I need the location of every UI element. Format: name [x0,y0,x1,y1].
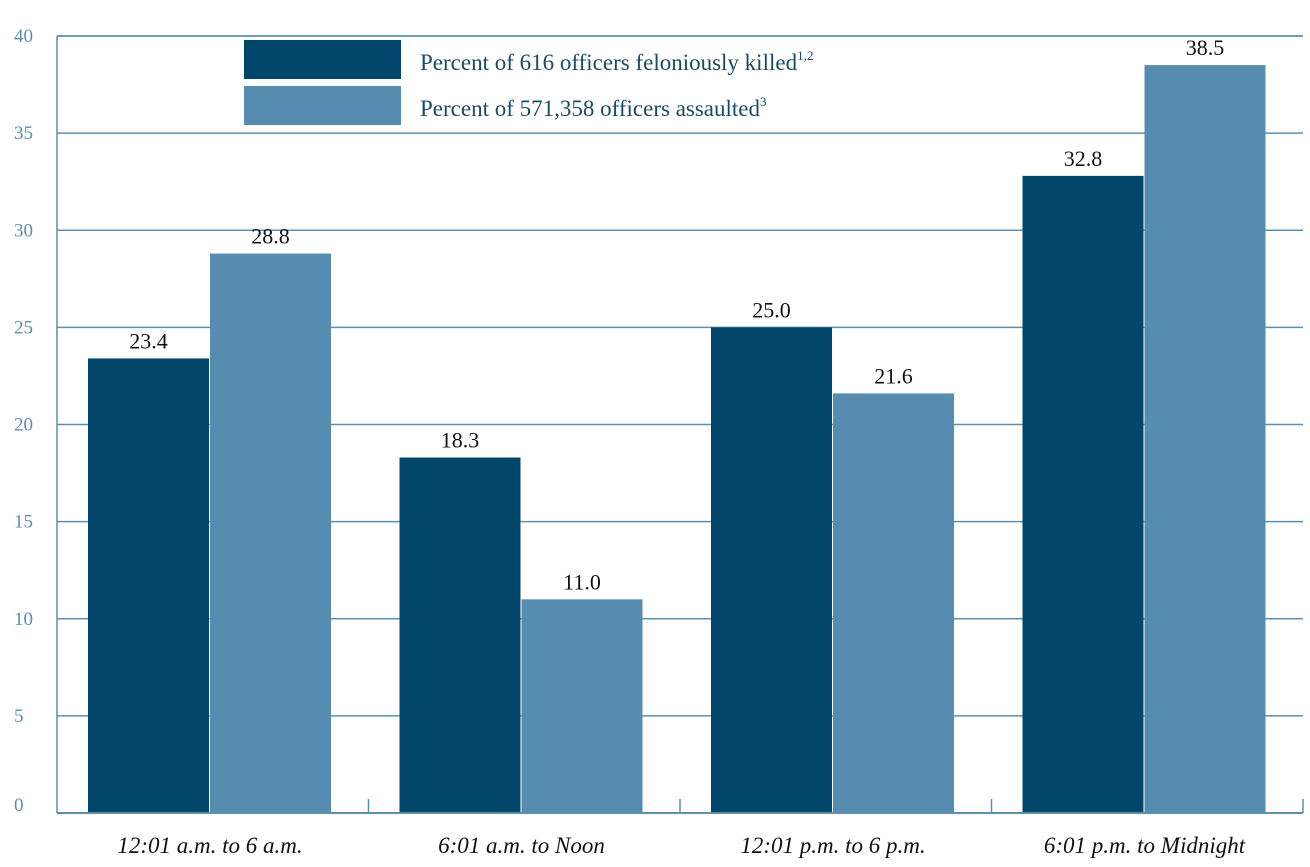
bar-0-3 [1022,175,1144,814]
value-label-1-2: 21.6 [874,363,913,388]
bars [88,65,1266,814]
legend-swatch-killed [244,40,401,79]
y-tick-label: 40 [14,26,33,47]
bar-0-2 [711,327,832,813]
y-tick-label: 35 [14,123,33,144]
y-tick-label: 30 [14,220,33,241]
y-tick-label: 10 [14,609,33,630]
value-labels: 23.4 28.8 18.3 11.0 25.0 21.6 32.8 38.5 [129,35,1224,594]
legend: Percent of 616 officers feloniously kill… [244,40,813,125]
y-tick-label: 15 [14,512,33,533]
value-label-0-1: 18.3 [441,428,480,453]
bar-1-1 [521,599,643,813]
legend-label-assaulted: Percent of 571,358 officers assaulted3 [420,94,767,121]
bar-1-0 [210,253,331,813]
category-label-2: 12:01 p.m. to 6 p.m. [740,833,925,858]
value-label-0-2: 25.0 [752,297,791,322]
value-label-0-0: 23.4 [129,328,168,353]
y-tick-label: 0 [14,795,24,816]
legend-swatch-assaulted [244,86,401,125]
value-label-1-3: 38.5 [1186,35,1225,60]
category-label-1: 6:01 a.m. to Noon [438,833,605,858]
y-axis-ticks: 0 5 10 15 20 25 30 35 40 [14,26,33,816]
y-tick-label: 5 [14,706,24,727]
legend-label-killed: Percent of 616 officers feloniously kill… [420,48,813,75]
bar-1-2 [833,393,954,813]
category-label-3: 6:01 p.m. to Midnight [1044,833,1246,858]
value-label-1-1: 11.0 [563,569,601,594]
axes [56,35,1304,814]
y-tick-label: 20 [14,415,33,436]
bar-0-0 [88,358,209,813]
y-tick-label: 25 [14,317,33,338]
category-labels: 12:01 a.m. to 6 a.m. 6:01 a.m. to Noon 12:… [117,833,1245,858]
category-label-0: 12:01 a.m. to 6 a.m. [117,833,302,858]
bar-1-3 [1144,65,1266,813]
value-label-1-0: 28.8 [251,224,290,249]
value-label-0-3: 32.8 [1064,146,1103,171]
bar-0-1 [399,457,521,813]
